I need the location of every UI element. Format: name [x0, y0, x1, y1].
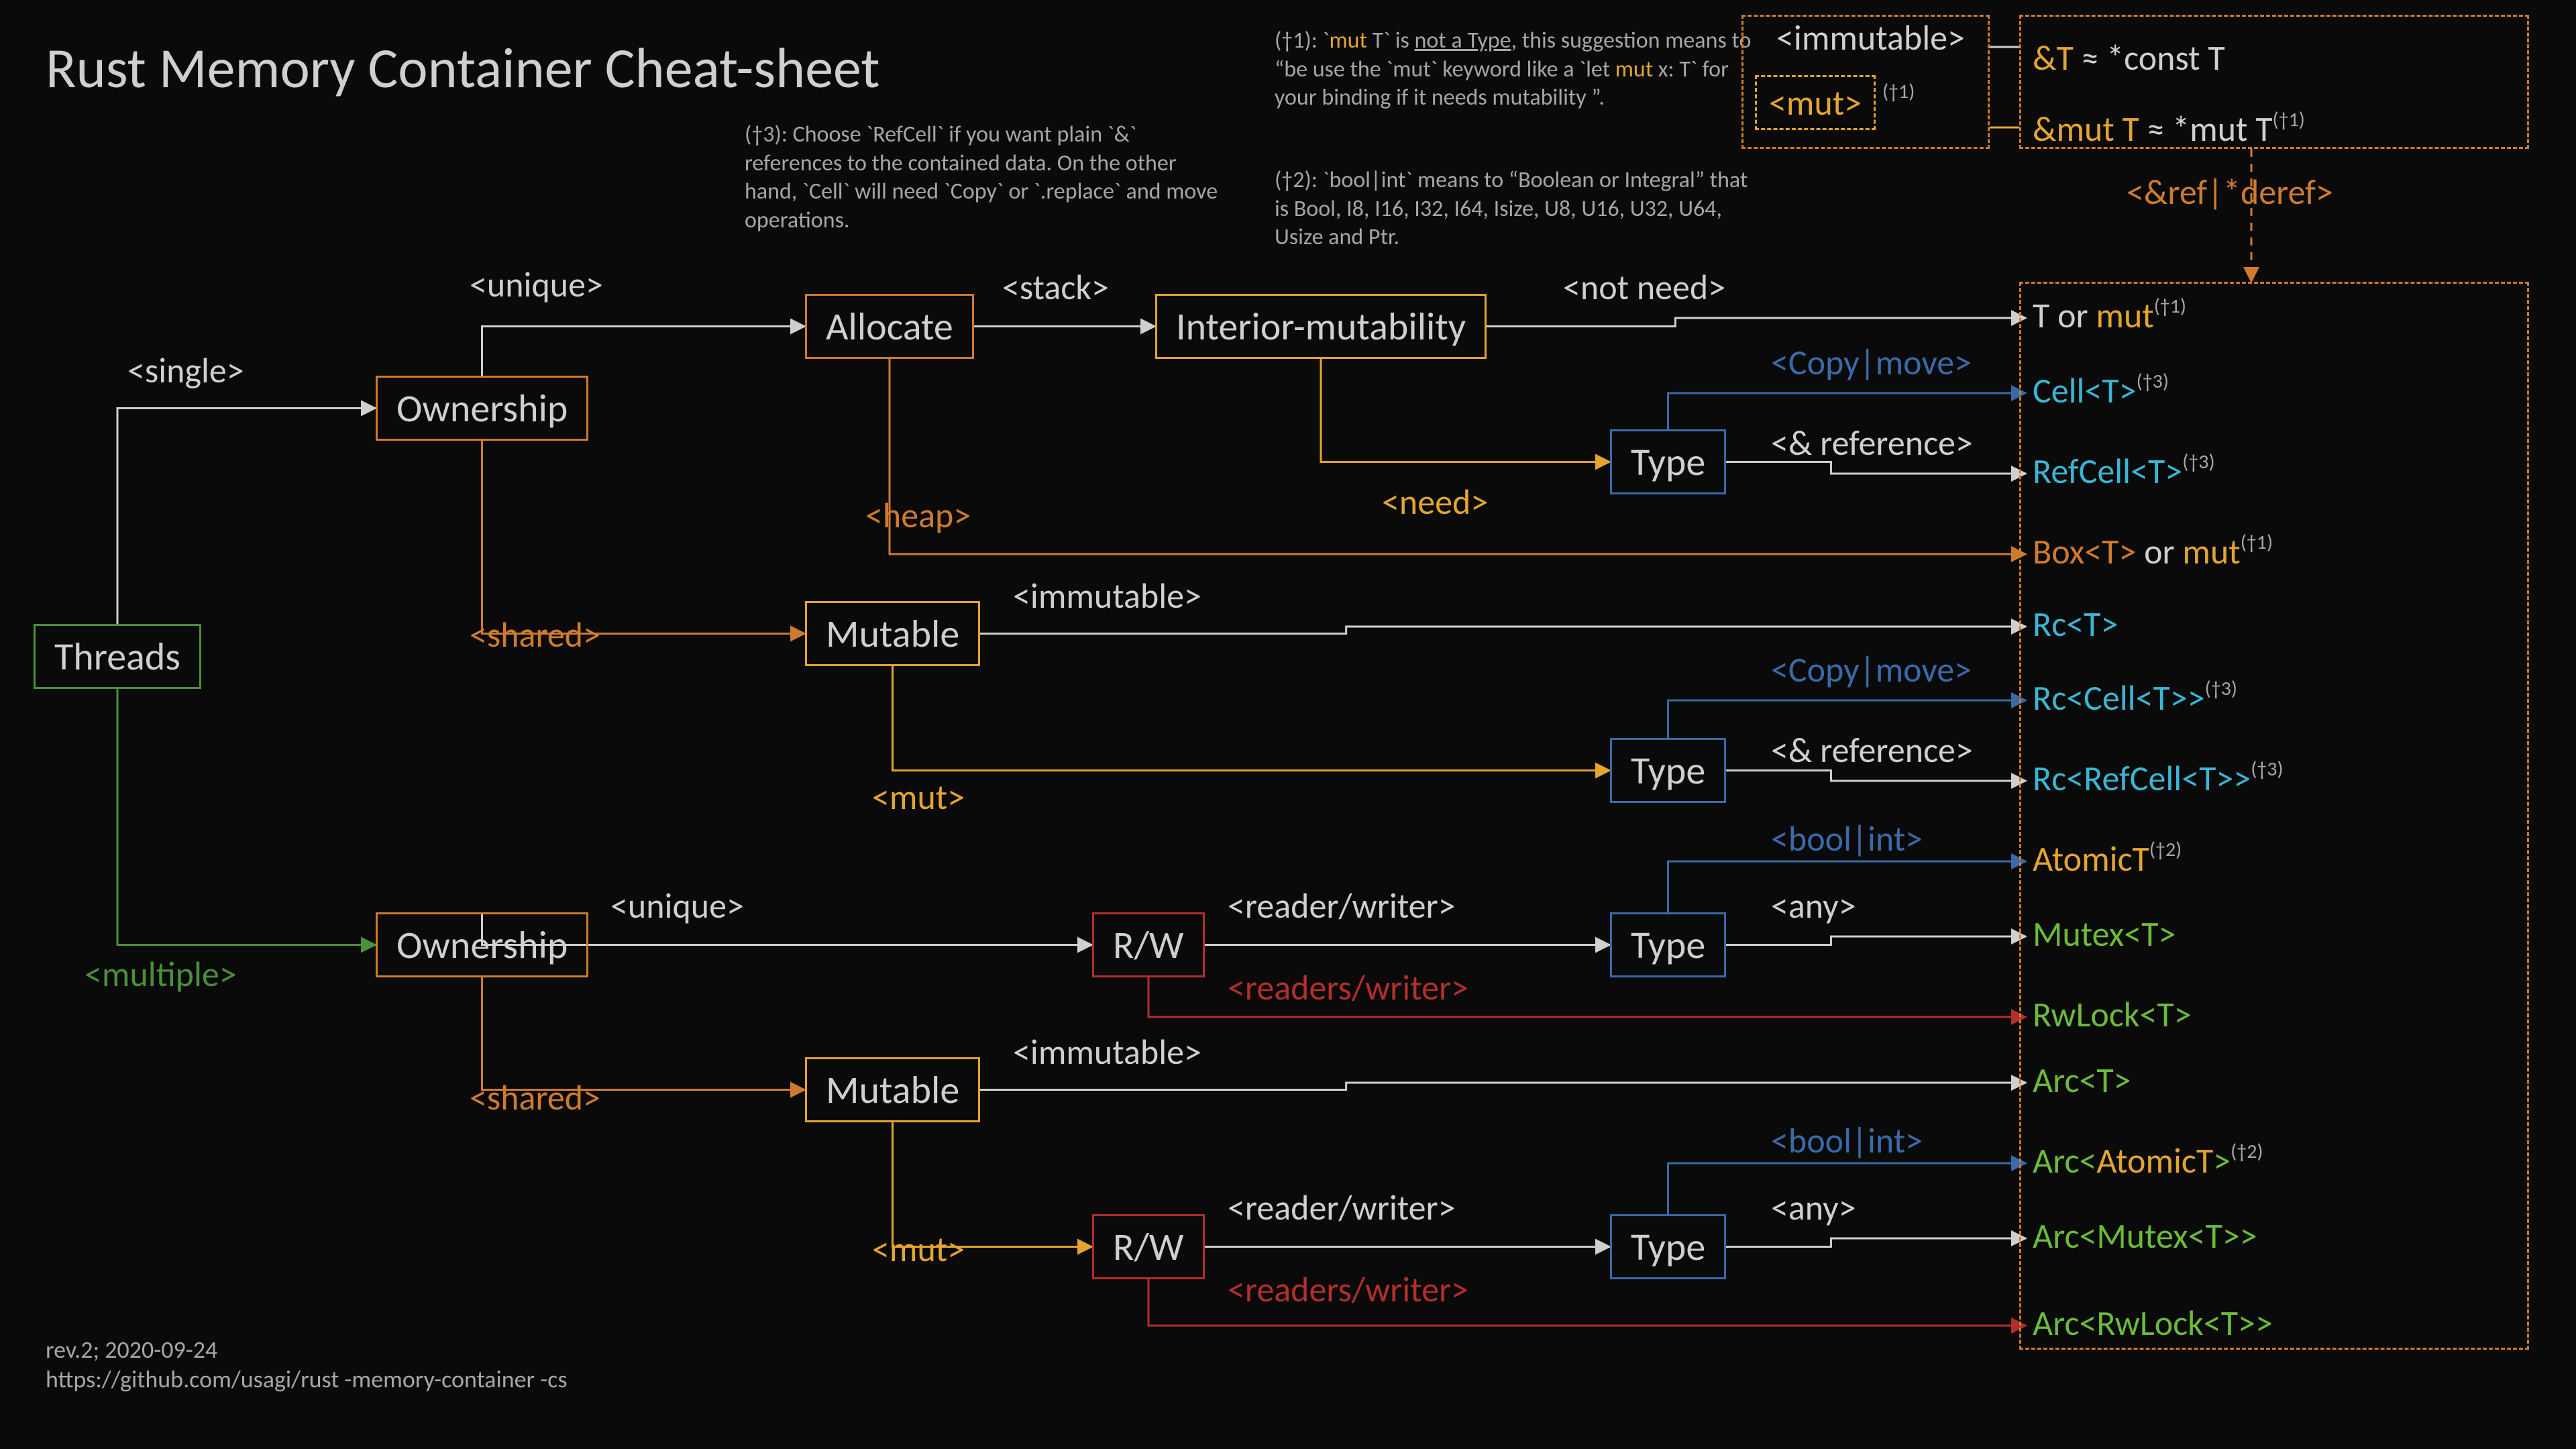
leaf-mutex: Mutex<T> — [2033, 912, 2176, 955]
edge-label-boolint2: <bool|int> — [1771, 1119, 1923, 1162]
edge-label-heap: <heap> — [865, 494, 971, 537]
edge-label-notneed: <not need> — [1563, 266, 1725, 309]
edge-label-andref2: <& reference> — [1771, 729, 1973, 771]
node-alloc: Allocate — [805, 294, 974, 359]
edge-label-any1: <any> — [1771, 884, 1856, 927]
edge-label-need: <need> — [1382, 480, 1488, 523]
edge-label-rw_s2: <reader/writer> — [1228, 1186, 1456, 1229]
leaf-arcrwlock: Arc<RwLock<T>> — [2033, 1301, 2273, 1344]
edge-label-boolint1: <bool|int> — [1771, 817, 1923, 860]
edge-label-copymove1: <Copy|move> — [1771, 341, 1972, 384]
node-mut2: Mutable — [805, 1057, 980, 1122]
edge-label-refderef: <&ref|*deref> — [2127, 170, 2333, 213]
leaf-box: Box<T> or mut (†1) — [2033, 530, 2241, 573]
edge-label-immut1: <immutable> — [1013, 574, 1201, 617]
node-own2: Ownership — [376, 912, 588, 977]
leaf-rc: Rc<T> — [2033, 602, 2118, 645]
edge-label-andref1: <& reference> — [1771, 421, 1973, 464]
node-rw1: R/W — [1092, 912, 1205, 977]
edge-label-immut_top: <immutable> — [1776, 16, 1965, 59]
edge-label-mut_l1: <mut> — [872, 775, 965, 818]
leaf-rccell: Rc<Cell<T>> (†3) — [2033, 676, 2205, 719]
footnote-2: (†2): `bool|int` means to “Boolean or In… — [1275, 166, 1758, 252]
node-intmut: Interior-mutability — [1155, 294, 1487, 359]
revision-footer: rev.2; 2020-09-24 https://github.com/usa… — [46, 1335, 568, 1394]
node-type_im: Type — [1610, 429, 1726, 494]
edge-label-stack: <stack> — [1002, 266, 1109, 309]
dashed-box-col_leaves — [2019, 282, 2529, 1350]
edge-label-mut_top: <mut> — [1755, 75, 1876, 130]
leaf-constT: &T ≈ *const T — [2033, 36, 2225, 79]
edge-label-unique1: <unique> — [470, 263, 603, 306]
edge-label-copymove2: <Copy|move> — [1771, 648, 1972, 691]
leaf-atomic: AtomicT (†2) — [2033, 837, 2149, 880]
leaf-t_or_mut: T or mut (†1) — [2033, 294, 2154, 337]
leaf-rwlock: RwLock<T> — [2033, 993, 2192, 1036]
edge-label-shared2: <shared> — [470, 1076, 600, 1119]
leaf-refcell: RefCell<T> (†3) — [2033, 449, 2182, 492]
node-type_m1: Type — [1610, 738, 1726, 803]
edge-label-single: <single> — [127, 349, 244, 392]
node-mut1: Mutable — [805, 601, 980, 666]
node-type_rw1: Type — [1610, 912, 1726, 977]
edge-label-rws_m2: <readers/writer> — [1228, 1268, 1468, 1311]
leaf-arcatomic: Arc<AtomicT> (†2) — [2033, 1139, 2231, 1182]
edge-label-unique2: <unique> — [610, 884, 744, 927]
leaf-arc: Arc<T> — [2033, 1059, 2131, 1102]
footnote-1: (†1): `mut T` is not a Type, this sugges… — [1275, 27, 1758, 113]
edge-label-rw_s1: <reader/writer> — [1228, 884, 1456, 927]
node-threads: Threads — [34, 624, 201, 689]
page-title: Rust Memory Container Cheat-sheet — [46, 34, 879, 103]
leaf-arcmutex: Arc<Mutex<T>> — [2033, 1214, 2257, 1257]
edge-label-rws_m1: <readers/writer> — [1228, 966, 1468, 1009]
leaf-mutT: &mut T ≈ *mut T (†1) — [2033, 107, 2273, 150]
node-rw2: R/W — [1092, 1214, 1205, 1279]
leaf-cell: Cell<T> (†3) — [2033, 369, 2137, 412]
edge-label-shared1: <shared> — [470, 613, 600, 656]
footnote-3: (†3): Choose `RefCell` if you want plain… — [745, 121, 1228, 235]
edge-label-immut2: <immutable> — [1013, 1030, 1201, 1073]
edge-label-any2: <any> — [1771, 1186, 1856, 1229]
node-type_rw2: Type — [1610, 1214, 1726, 1279]
edge-label-mut_l2: <mut> — [872, 1228, 965, 1271]
node-own1: Ownership — [376, 376, 588, 441]
edge-label-multiple: <multiple> — [85, 953, 237, 996]
leaf-rcrefcell: Rc<RefCell<T>> (†3) — [2033, 757, 2251, 800]
